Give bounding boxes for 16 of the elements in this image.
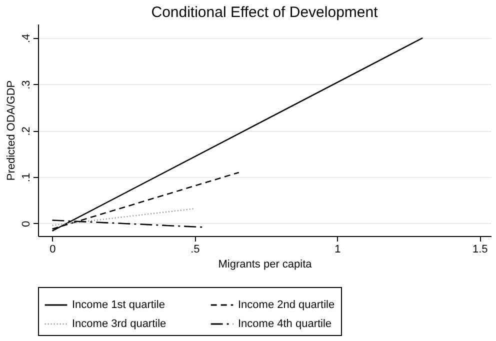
x-tick-label: 1 bbox=[334, 244, 341, 256]
y-tick-label: .3 bbox=[20, 80, 32, 90]
legend-label: Income 3rd quartile bbox=[72, 318, 166, 330]
x-tick-label: .5 bbox=[190, 244, 200, 256]
chart-title: Conditional Effect of Development bbox=[151, 4, 379, 21]
y-tick-label: .2 bbox=[20, 126, 32, 136]
legend-label: Income 4th quartile bbox=[238, 318, 332, 330]
y-tick-label: .1 bbox=[20, 172, 32, 182]
x-axis-title: Migrants per capita bbox=[218, 258, 313, 270]
legend-label: Income 2nd quartile bbox=[238, 299, 335, 311]
x-tick-label: 1.5 bbox=[472, 244, 488, 256]
y-axis-title: Predicted ODA/GDP bbox=[6, 80, 18, 181]
y-tick-label: .4 bbox=[20, 34, 32, 44]
x-tick-label: 0 bbox=[50, 244, 56, 256]
y-tick-label: 0 bbox=[20, 220, 32, 228]
legend-label: Income 1st quartile bbox=[72, 299, 165, 311]
